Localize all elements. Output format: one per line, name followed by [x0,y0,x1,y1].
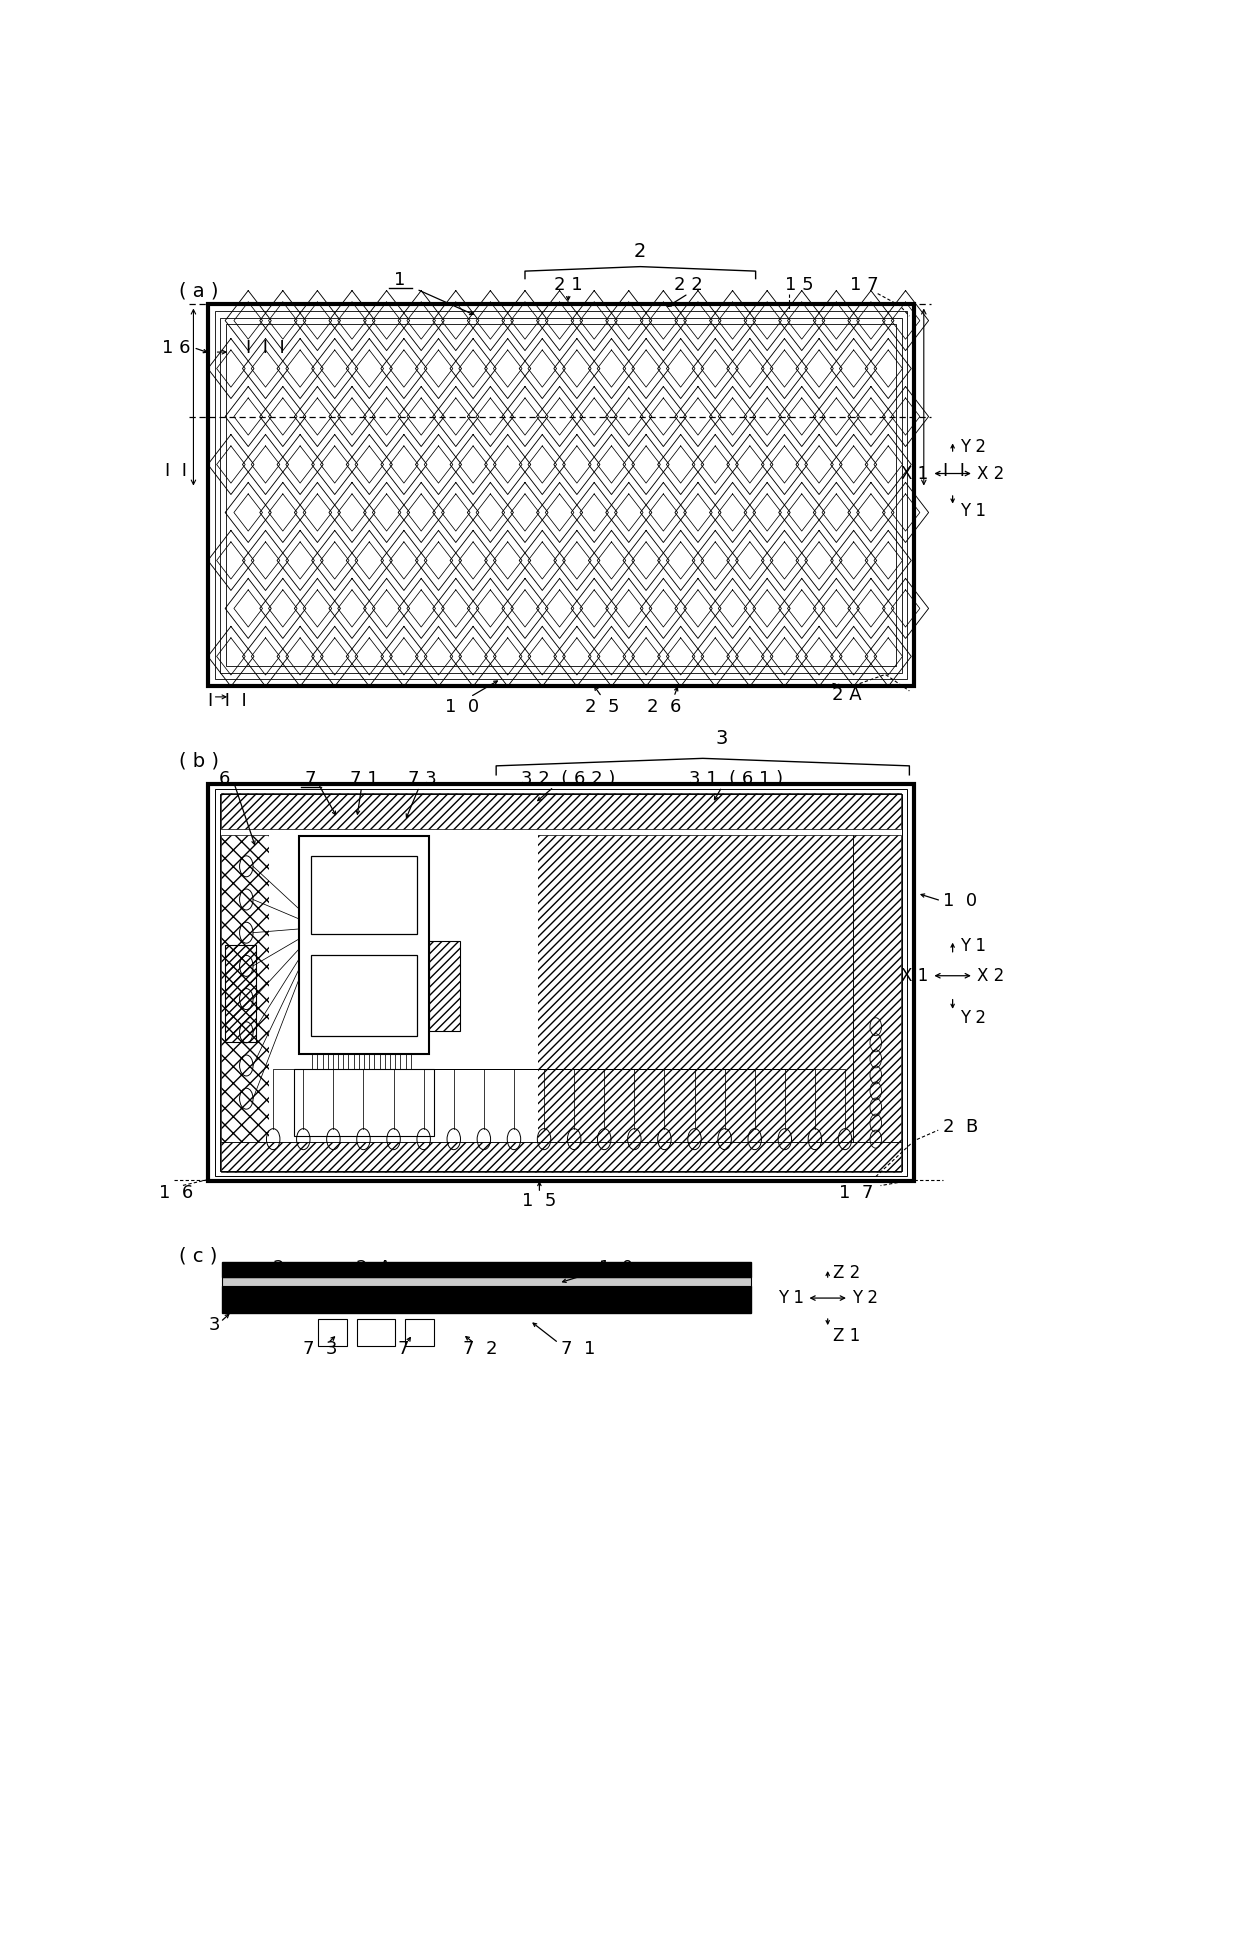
Bar [311,956,418,1036]
Text: X 1: X 1 [901,465,929,483]
Bar [429,940,460,1032]
Bar [294,1069,434,1137]
Bar [215,312,908,680]
Text: I  I: I I [942,461,965,479]
Text: 6: 6 [218,771,229,789]
Bar [319,1318,347,1345]
Bar [853,835,900,1143]
Bar [357,1318,396,1345]
Text: 2  B: 2 B [942,1118,978,1137]
Text: 7 1: 7 1 [350,771,378,789]
Bar [299,837,429,1053]
Text: 2 2: 2 2 [675,276,703,294]
Text: Y 1: Y 1 [960,937,986,954]
Text: ( b ): ( b ) [179,752,219,771]
Text: 1  7: 1 7 [839,1184,874,1201]
Text: Y 2: Y 2 [852,1289,878,1306]
Text: ( c ): ( c ) [179,1246,217,1266]
Text: 1  0: 1 0 [599,1260,634,1277]
Text: I  I: I I [165,461,187,479]
Text: 2 1: 2 1 [554,276,583,294]
Bar [221,835,269,1143]
Text: 1: 1 [394,271,405,288]
Text: 1  0: 1 0 [445,699,480,716]
Text: Y 1: Y 1 [777,1289,804,1306]
Bar [215,789,908,1176]
Bar [208,785,914,1182]
Text: 1 5: 1 5 [785,276,813,294]
Text: 3 1  ( 6 1 ): 3 1 ( 6 1 ) [689,771,784,789]
Text: 2: 2 [273,1260,284,1277]
Text: Y 2: Y 2 [960,1009,986,1026]
Text: 7: 7 [397,1340,409,1359]
Text: 2  6: 2 6 [647,699,682,716]
Text: Y 1: Y 1 [960,502,986,520]
Text: 3: 3 [715,728,728,748]
Text: 2: 2 [634,241,646,261]
Text: I  I  I: I I I [207,693,247,711]
Text: 1 7: 1 7 [849,276,878,294]
Bar [222,1287,751,1312]
Text: I  I  I: I I I [246,339,285,356]
Text: 7  2: 7 2 [494,989,528,1007]
Text: 7 3: 7 3 [408,771,436,789]
Bar [208,304,914,687]
Text: 2  5: 2 5 [584,699,619,716]
Text: X 1: X 1 [901,968,929,985]
Text: Z 1: Z 1 [832,1326,859,1345]
Bar [221,794,901,1172]
Text: 1  6: 1 6 [159,1184,193,1201]
Bar [221,317,901,674]
Text: 2  A: 2 A [356,1260,392,1277]
Text: 1 6: 1 6 [162,339,191,356]
Text: 3 2  ( 6 2 ): 3 2 ( 6 2 ) [521,771,615,789]
Bar [269,835,538,1143]
Text: X 2: X 2 [977,465,1004,483]
Text: 2 A: 2 A [832,687,862,705]
Bar [226,323,897,666]
Text: 1  0: 1 0 [942,892,977,909]
Bar [222,1277,751,1287]
Text: 7  1: 7 1 [560,1340,595,1359]
Bar [269,835,853,1143]
Text: 7: 7 [305,771,316,789]
Text: ( a ): ( a ) [179,280,218,300]
Text: 1  5: 1 5 [522,1192,557,1209]
Bar [221,792,900,829]
Text: X 2: X 2 [977,968,1004,985]
Text: Y 2: Y 2 [960,438,986,456]
Text: 3: 3 [208,1316,221,1334]
Bar [311,857,418,935]
Text: 7  2: 7 2 [463,1340,497,1359]
Text: 7  3: 7 3 [303,1340,337,1359]
Text: Z 2: Z 2 [832,1264,859,1281]
Bar [226,944,255,1042]
Bar [222,1262,751,1277]
Bar [221,1143,900,1172]
Bar [404,1318,434,1345]
